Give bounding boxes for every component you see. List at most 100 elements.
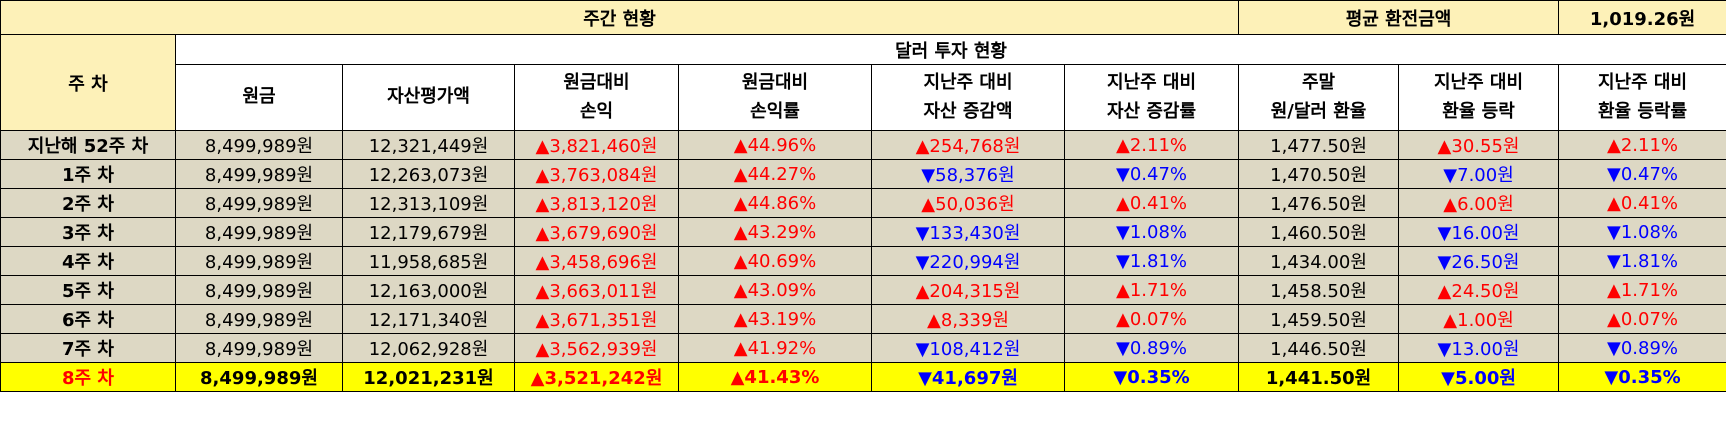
asset-change-rate-cell: ▲0.07% (1063, 304, 1240, 334)
asset-change-rate-cell: ▲0.41% (1063, 188, 1240, 218)
profit-loss-cell: ▲3,679,690원 (514, 217, 679, 247)
exchange-rate-cell: 1,476.50원 (1238, 188, 1400, 218)
principal-cell: 8,499,989원 (175, 188, 343, 218)
asset-change-cell: ▼58,376원 (871, 159, 1065, 189)
column-header: 자산평가액 (342, 64, 515, 131)
asset-change-rate-cell: ▼0.89% (1063, 333, 1240, 363)
column-header-line: 원금대비 (741, 71, 809, 93)
asset-change-rate-cell: ▲2.11% (1063, 130, 1240, 160)
week-label-cell: 8주 차 (0, 362, 176, 392)
exchange-rate-cell: 1,477.50원 (1238, 130, 1400, 160)
week-label-cell: 지난해 52주 차 (0, 130, 176, 160)
exchange-change-rate-cell: ▲0.07% (1558, 304, 1726, 334)
asset-change-cell: ▼108,412원 (871, 333, 1065, 363)
column-header-line: 자산 증감액 (923, 100, 1013, 122)
asset-value-cell: 12,171,340원 (342, 304, 515, 334)
exchange-rate-cell: 1,434.00원 (1238, 246, 1400, 276)
profit-loss-rate-cell: ▲40.69% (678, 246, 872, 276)
exchange-change-cell: ▼26.50원 (1398, 246, 1560, 276)
table-row: 지난해 52주 차 8,499,989원 12,321,449원 ▲3,821,460… (0, 130, 1726, 160)
profit-loss-rate-cell: ▲41.43% (678, 362, 872, 392)
exchange-change-rate-cell: ▲0.41% (1558, 188, 1726, 218)
profit-loss-rate-cell: ▲44.86% (678, 188, 872, 218)
asset-change-cell: ▲254,768원 (871, 130, 1065, 160)
asset-value-cell: 12,263,073원 (342, 159, 515, 189)
exchange-rate-cell: 1,458.50원 (1238, 275, 1400, 305)
asset-value-cell: 12,313,109원 (342, 188, 515, 218)
exchange-change-rate-cell: ▲1.71% (1558, 275, 1726, 305)
profit-loss-cell: ▲3,763,084원 (514, 159, 679, 189)
asset-value-cell: 12,321,449원 (342, 130, 515, 160)
profit-loss-rate-cell: ▲43.09% (678, 275, 872, 305)
asset-change-cell: ▼220,994원 (871, 246, 1065, 276)
principal-cell: 8,499,989원 (175, 333, 343, 363)
table-row: 8주 차 8,499,989원 12,021,231원 ▲3,521,242원 ▲41.… (0, 362, 1726, 392)
profit-loss-cell: ▲3,813,120원 (514, 188, 679, 218)
profit-loss-cell: ▲3,663,011원 (514, 275, 679, 305)
column-header: 지난주 대비 자산 증감률 (1063, 64, 1240, 131)
profit-loss-rate-cell: ▲43.19% (678, 304, 872, 334)
column-header-line: 환율 등락률 (1597, 100, 1688, 122)
exchange-change-cell: ▼13.00원 (1398, 333, 1560, 363)
exchange-rate-cell: 1,459.50원 (1238, 304, 1400, 334)
column-header-line: 지난주 대비 (1597, 71, 1688, 93)
week-label-cell: 4주 차 (0, 246, 176, 276)
exchange-change-rate-cell: ▼1.08% (1558, 217, 1726, 247)
column-header-line: 원금대비 (563, 71, 630, 93)
principal-cell: 8,499,989원 (175, 246, 343, 276)
average-exchange-value: 1,019.26원 (1558, 0, 1726, 35)
column-header-line: 원금 (242, 86, 276, 108)
asset-change-cell: ▼133,430원 (871, 217, 1065, 247)
asset-change-rate-cell: ▼1.81% (1063, 246, 1240, 276)
exchange-rate-cell: 1,470.50원 (1238, 159, 1400, 189)
exchange-change-cell: ▲24.50원 (1398, 275, 1560, 305)
principal-cell: 8,499,989원 (175, 159, 343, 189)
exchange-change-rate-cell: ▼1.81% (1558, 246, 1726, 276)
exchange-change-cell: ▲6.00원 (1398, 188, 1560, 218)
asset-change-cell: ▼41,697원 (871, 362, 1065, 392)
profit-loss-cell: ▲3,458,696원 (514, 246, 679, 276)
profit-loss-rate-cell: ▲44.27% (678, 159, 872, 189)
week-label-cell: 5주 차 (0, 275, 176, 305)
table-row: 4주 차 8,499,989원 11,958,685원 ▲3,458,696원 ▲40.… (0, 246, 1726, 276)
table-row: 7주 차 8,499,989원 12,062,928원 ▲3,562,939원 ▲41.… (0, 333, 1726, 363)
table-row: 1주 차 8,499,989원 12,263,073원 ▲3,763,084원 ▲44.… (0, 159, 1726, 189)
week-column-header: 주 차 (0, 34, 176, 131)
column-header: 원금 (175, 64, 343, 131)
column-header-line: 지난주 대비 (1106, 71, 1197, 93)
exchange-change-cell: ▼7.00원 (1398, 159, 1560, 189)
weekly-status-title: 주간 현황 (0, 0, 1240, 35)
table-row: 6주 차 8,499,989원 12,171,340원 ▲3,671,351원 ▲43.… (0, 304, 1726, 334)
asset-value-cell: 12,062,928원 (342, 333, 515, 363)
exchange-change-rate-cell: ▼0.47% (1558, 159, 1726, 189)
week-label-cell: 6주 차 (0, 304, 176, 334)
column-header-line: 지난주 대비 (1433, 71, 1524, 93)
table-row: 3주 차 8,499,989원 12,179,679원 ▲3,679,690원 ▲43.… (0, 217, 1726, 247)
exchange-change-rate-cell: ▼0.35% (1558, 362, 1726, 392)
column-header: 지난주 대비 환율 등락 (1398, 64, 1560, 131)
profit-loss-rate-cell: ▲44.96% (678, 130, 872, 160)
average-exchange-label: 평균 환전금액 (1238, 0, 1560, 35)
table-row: 5주 차 8,499,989원 12,163,000원 ▲3,663,011원 ▲43.… (0, 275, 1726, 305)
principal-cell: 8,499,989원 (175, 130, 343, 160)
week-label-cell: 7주 차 (0, 333, 176, 363)
asset-change-cell: ▲8,339원 (871, 304, 1065, 334)
dollar-investment-title: 달러 투자 현황 (174, 34, 1726, 65)
column-header-line: 원/달러 환율 (1270, 100, 1367, 122)
asset-value-cell: 12,179,679원 (342, 217, 515, 247)
column-header-line: 손익률 (750, 100, 800, 122)
principal-cell: 8,499,989원 (175, 217, 343, 247)
table-row: 2주 차 8,499,989원 12,313,109원 ▲3,813,120원 ▲44.… (0, 188, 1726, 218)
exchange-change-cell: ▼5.00원 (1398, 362, 1560, 392)
profit-loss-cell: ▲3,521,242원 (514, 362, 679, 392)
exchange-rate-cell: 1,446.50원 (1238, 333, 1400, 363)
asset-change-cell: ▲50,036원 (871, 188, 1065, 218)
asset-change-rate-cell: ▼0.47% (1063, 159, 1240, 189)
week-label-cell: 2주 차 (0, 188, 176, 218)
exchange-change-cell: ▲1.00원 (1398, 304, 1560, 334)
profit-loss-cell: ▲3,671,351원 (514, 304, 679, 334)
exchange-change-rate-cell: ▲2.11% (1558, 130, 1726, 160)
column-header-line: 주말 (1301, 71, 1336, 93)
